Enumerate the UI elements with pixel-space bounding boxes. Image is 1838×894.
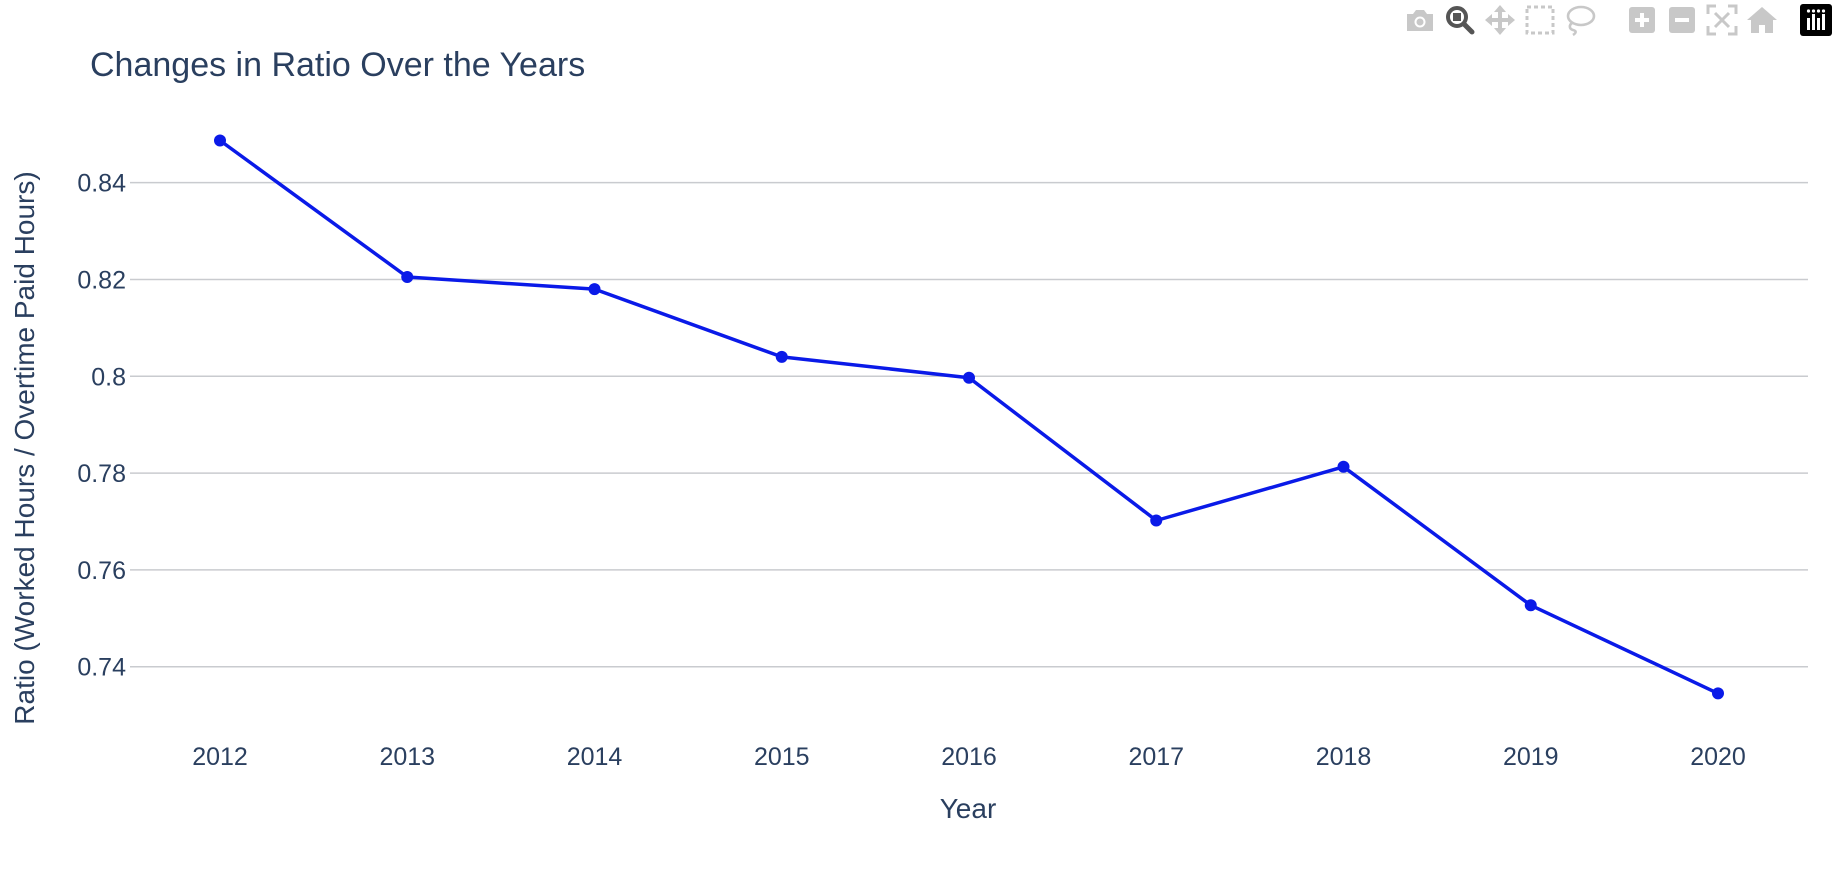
reset-axes-button[interactable] (1742, 2, 1782, 38)
modebar-group-zoom (1622, 2, 1782, 38)
y-axis-ticks: 0.74 0.76 0.78 0.8 0.82 0.84 (77, 170, 126, 682)
box-select-icon (1525, 5, 1555, 35)
zoom-out-button[interactable] (1662, 2, 1702, 38)
x-axis-ticks: 2012 2013 2014 2015 2016 2017 2018 2019 2020 (192, 743, 1746, 771)
y-tick-label: 0.78 (77, 460, 126, 488)
lasso-select-button[interactable] (1560, 2, 1600, 38)
box-select-button[interactable] (1520, 2, 1560, 38)
x-tick-label: 2013 (379, 743, 435, 771)
data-point[interactable] (401, 271, 414, 284)
data-point[interactable] (588, 283, 601, 296)
camera-button[interactable] (1400, 2, 1440, 38)
plotly-logo-icon (1800, 4, 1832, 36)
zoom-in-icon (1629, 7, 1655, 33)
camera-icon (1407, 10, 1433, 31)
data-point[interactable] (1337, 460, 1350, 473)
chart-title: Changes in Ratio Over the Years (90, 46, 585, 84)
y-axis-title: Ratio (Worked Hours / Overtime Paid Hour… (9, 171, 40, 724)
y-tick-label: 0.76 (77, 557, 126, 585)
data-point[interactable] (1150, 514, 1163, 527)
zoom-button[interactable] (1440, 2, 1480, 38)
reset-axes-icon (1747, 7, 1777, 33)
x-tick-label: 2018 (1316, 743, 1372, 771)
series-line (218, 139, 1719, 695)
pan-button[interactable] (1480, 2, 1520, 38)
lasso-select-icon (1566, 5, 1596, 37)
x-tick-label: 2012 (192, 743, 248, 771)
pan-icon (1485, 5, 1515, 35)
data-point[interactable] (1524, 599, 1537, 612)
y-tick-label: 0.74 (77, 654, 126, 682)
x-tick-label: 2020 (1690, 743, 1746, 771)
modebar-toolbar (1378, 2, 1836, 38)
x-tick-label: 2016 (941, 743, 997, 771)
plotly-logo[interactable] (1796, 2, 1836, 38)
autoscale-icon (1706, 4, 1738, 36)
y-tick-label: 0.84 (77, 170, 126, 198)
y-tick-label: 0.8 (91, 363, 126, 391)
data-point[interactable] (963, 371, 975, 384)
data-markers[interactable] (214, 134, 1724, 700)
data-point[interactable] (1712, 687, 1724, 700)
zoom-icon (1446, 6, 1475, 35)
autoscale-button[interactable] (1702, 2, 1742, 38)
x-axis-title: Year (940, 793, 997, 824)
x-tick-label: 2015 (754, 743, 810, 771)
gridlines (130, 181, 1808, 668)
x-tick-label: 2014 (567, 743, 623, 771)
modebar-group-tools (1400, 2, 1600, 38)
x-tick-label: 2019 (1503, 743, 1559, 771)
y-tick-label: 0.82 (77, 266, 126, 294)
x-tick-label: 2017 (1128, 743, 1184, 771)
data-point[interactable] (214, 134, 226, 147)
zoom-in-button[interactable] (1622, 2, 1662, 38)
data-point[interactable] (775, 350, 788, 363)
zoom-out-icon (1669, 7, 1695, 33)
